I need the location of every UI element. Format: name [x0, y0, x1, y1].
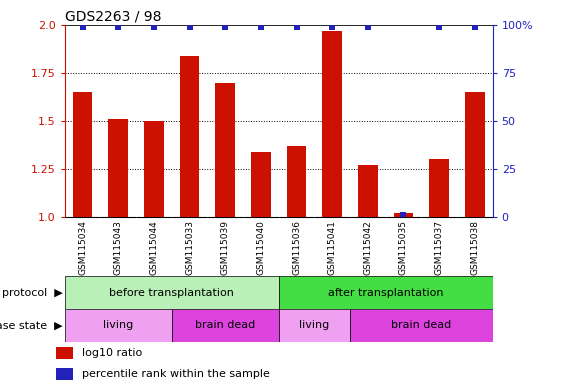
Point: [185, 24, 194, 30]
Text: GSM115038: GSM115038: [470, 220, 479, 275]
Text: GSM115039: GSM115039: [221, 220, 230, 275]
Text: brain dead: brain dead: [195, 320, 256, 331]
Text: living: living: [103, 320, 133, 331]
Bar: [180, 56, 199, 217]
Bar: [358, 165, 378, 217]
Text: log10 ratio: log10 ratio: [82, 348, 142, 358]
Bar: [65, 309, 172, 342]
Text: GSM115034: GSM115034: [78, 220, 87, 275]
Point: [256, 24, 265, 30]
Text: GSM115037: GSM115037: [435, 220, 444, 275]
Text: GSM115042: GSM115042: [363, 220, 372, 275]
Bar: [251, 152, 271, 217]
Point: [328, 24, 337, 30]
Text: GSM115044: GSM115044: [149, 220, 158, 275]
Text: GDS2263 / 98: GDS2263 / 98: [65, 10, 161, 24]
Bar: [56, 368, 73, 380]
Bar: [65, 276, 279, 309]
Point: [470, 24, 479, 30]
Bar: [144, 121, 164, 217]
Bar: [430, 159, 449, 217]
Text: after transplantation: after transplantation: [328, 288, 444, 298]
Bar: [279, 309, 350, 342]
Bar: [279, 276, 493, 309]
Text: GSM115041: GSM115041: [328, 220, 337, 275]
Text: percentile rank within the sample: percentile rank within the sample: [82, 369, 270, 379]
Bar: [56, 347, 73, 359]
Text: disease state  ▶: disease state ▶: [0, 320, 63, 331]
Text: brain dead: brain dead: [391, 320, 452, 331]
Point: [114, 24, 123, 30]
Text: GSM115033: GSM115033: [185, 220, 194, 275]
Text: GSM115035: GSM115035: [399, 220, 408, 275]
Text: before transplantation: before transplantation: [109, 288, 234, 298]
Point: [399, 212, 408, 218]
Bar: [350, 309, 493, 342]
Bar: [172, 309, 279, 342]
Text: protocol  ▶: protocol ▶: [2, 288, 63, 298]
Point: [149, 24, 158, 30]
Point: [292, 24, 301, 30]
Text: GSM115043: GSM115043: [114, 220, 123, 275]
Bar: [287, 146, 306, 217]
Point: [78, 24, 87, 30]
Point: [221, 24, 230, 30]
Bar: [109, 119, 128, 217]
Bar: [465, 92, 485, 217]
Bar: [216, 83, 235, 217]
Bar: [394, 213, 413, 217]
Text: living: living: [299, 320, 329, 331]
Bar: [323, 31, 342, 217]
Point: [435, 24, 444, 30]
Text: GSM115040: GSM115040: [256, 220, 265, 275]
Bar: [73, 92, 92, 217]
Point: [363, 24, 372, 30]
Text: GSM115036: GSM115036: [292, 220, 301, 275]
